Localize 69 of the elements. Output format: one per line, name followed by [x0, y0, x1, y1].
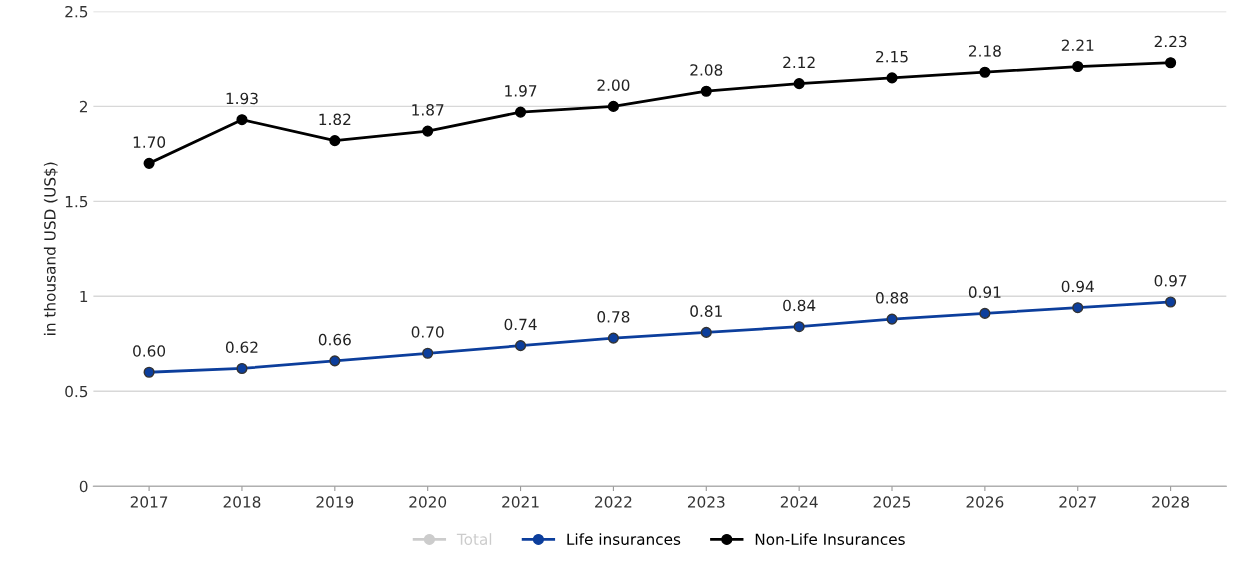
point	[793, 321, 805, 333]
data-label: 1.93	[226, 92, 258, 105]
x-tick-label: 2027	[1059, 496, 1096, 508]
data-label: 0.66	[318, 333, 351, 346]
point	[979, 307, 991, 319]
point	[700, 326, 712, 338]
point	[143, 157, 155, 169]
point	[793, 78, 805, 90]
x-tick-label: 2021	[502, 496, 539, 508]
data-label: 2.12	[783, 56, 815, 68]
data-label: 1.70	[133, 136, 166, 148]
point	[886, 313, 898, 325]
point	[143, 366, 155, 378]
data-label: 0.70	[411, 326, 444, 338]
data-label: 1.97	[505, 85, 537, 97]
legend-label: Life insurances	[567, 533, 681, 546]
data-label: 0.78	[597, 311, 630, 323]
data-label: 0.84	[783, 299, 816, 312]
data-label: 2.08	[690, 64, 723, 76]
point	[886, 72, 898, 84]
point	[607, 100, 619, 112]
data-label: 0.91	[968, 286, 1001, 298]
point	[1072, 60, 1084, 73]
data-label: 0.60	[133, 345, 166, 357]
point	[329, 355, 341, 367]
y-tick-label: 1	[80, 290, 88, 303]
legend-label: Non-Life Insurances	[755, 533, 905, 546]
point	[1072, 302, 1084, 314]
data-label: 2.00	[597, 79, 630, 91]
point	[422, 347, 434, 359]
x-tick-label: 2018	[223, 496, 261, 508]
point	[236, 362, 248, 375]
x-tick-label: 2025	[873, 496, 911, 508]
data-label: 0.88	[876, 292, 908, 304]
data-label: 2.15	[876, 50, 908, 63]
point	[607, 332, 619, 344]
y-tick-label: 1.5	[65, 196, 88, 208]
data-label: 2.23	[1154, 35, 1187, 48]
data-label: 0.62	[225, 341, 258, 353]
point	[514, 106, 527, 118]
point	[1165, 57, 1177, 69]
point	[329, 135, 341, 147]
point	[1165, 296, 1177, 308]
x-tick-label: 2024	[780, 496, 818, 508]
data-label: 2.18	[968, 45, 1001, 57]
x-tick-label: 2026	[966, 496, 1004, 508]
data-label: 0.74	[504, 318, 537, 331]
point	[514, 340, 527, 352]
y-axis-title: in thousand USD (US$)	[43, 162, 58, 335]
data-label: 2.21	[1061, 39, 1094, 51]
data-label: 0.94	[1061, 280, 1094, 293]
point	[422, 125, 434, 137]
y-tick-label: 2.5	[65, 5, 88, 18]
point	[236, 114, 248, 126]
x-tick-label: 2017	[130, 496, 168, 508]
data-label: 1.82	[319, 113, 351, 126]
x-tick-label: 2020	[409, 496, 447, 508]
y-tick-label: 0.5	[65, 385, 88, 398]
data-label: 0.81	[690, 305, 722, 317]
y-tick-label: 0	[79, 480, 88, 493]
point	[979, 66, 991, 78]
x-tick-label: 2023	[687, 496, 725, 508]
data-label: 1.87	[412, 104, 444, 116]
x-tick-label: 2022	[595, 496, 632, 508]
x-tick-label: 2019	[316, 496, 354, 508]
x-tick-label: 2028	[1152, 496, 1189, 508]
data-label: 0.97	[1154, 274, 1187, 287]
point	[700, 85, 712, 97]
y-tick-label: 2	[79, 100, 87, 113]
